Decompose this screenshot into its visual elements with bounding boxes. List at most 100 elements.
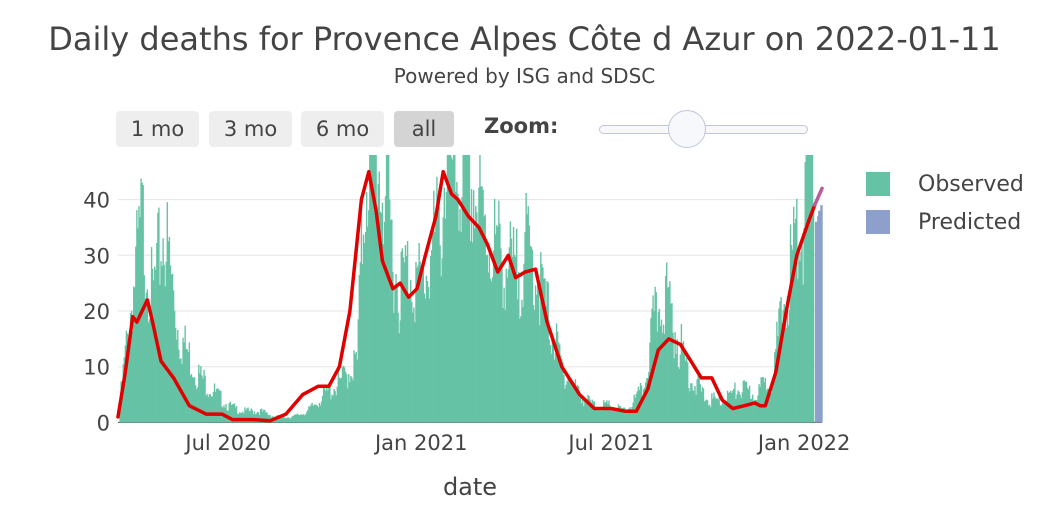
- bar-observed: [172, 290, 175, 423]
- bar-observed: [208, 394, 210, 423]
- bar-observed: [740, 398, 742, 423]
- bar-observed: [682, 341, 685, 423]
- bar-observed: [361, 264, 364, 423]
- range-button-all[interactable]: all: [394, 111, 454, 147]
- bar-observed: [565, 384, 567, 423]
- bar-observed: [266, 412, 268, 423]
- bar-observed: [127, 351, 130, 423]
- bar-observed: [685, 357, 688, 423]
- bar-observed: [339, 378, 342, 423]
- bar-observed: [376, 216, 378, 423]
- bar-observed: [540, 252, 542, 423]
- x-axis-title: date: [442, 473, 498, 501]
- legend-item-predicted[interactable]: Predicted: [866, 209, 1021, 235]
- bar-observed: [348, 374, 350, 423]
- bar-observed: [310, 404, 312, 423]
- bar-observed: [531, 249, 534, 423]
- bar-observed: [570, 384, 572, 423]
- bar-observed: [594, 407, 597, 423]
- bar-observed: [753, 400, 755, 423]
- y-tick-label: 20: [83, 300, 110, 324]
- bar-observed: [717, 399, 719, 423]
- bar-observed: [321, 395, 324, 423]
- bar-observed: [781, 322, 783, 423]
- legend-label-observed: Observed: [918, 171, 1024, 197]
- bar-observed: [346, 374, 348, 423]
- bar-observed: [733, 388, 735, 423]
- bar-observed: [603, 400, 605, 423]
- zoom-slider-thumb[interactable]: [668, 110, 706, 148]
- legend-item-observed[interactable]: Observed: [866, 171, 1024, 197]
- bar-observed: [441, 258, 443, 423]
- bar-observed: [513, 254, 516, 423]
- bar-observed: [424, 298, 427, 423]
- bar-observed: [556, 331, 559, 423]
- bar-observed: [261, 408, 263, 423]
- bar-observed: [308, 406, 310, 423]
- bar-observed: [317, 407, 320, 423]
- bar-observed: [656, 331, 658, 423]
- bar-observed: [586, 400, 588, 423]
- bar-observed: [553, 359, 556, 423]
- trend-line: [812, 186, 824, 207]
- bar-observed: [130, 310, 133, 423]
- bar-observed: [671, 303, 673, 423]
- bar-observed: [493, 198, 496, 423]
- bar-observed: [328, 386, 330, 423]
- bar-observed: [624, 407, 626, 423]
- bar-observed: [613, 408, 615, 423]
- range-button-1mo[interactable]: 1 mo: [116, 111, 199, 147]
- range-button-3mo[interactable]: 3 mo: [209, 111, 292, 147]
- bar-observed: [698, 378, 700, 423]
- bar-observed: [609, 405, 611, 423]
- bar-observed: [189, 375, 192, 423]
- bar-observed: [402, 257, 405, 423]
- bar-observed: [618, 406, 621, 423]
- bar-observed: [327, 390, 329, 423]
- bar-observed: [567, 378, 569, 423]
- bar-observed: [408, 298, 411, 423]
- bar-observed: [356, 359, 358, 423]
- bar-observed: [561, 358, 563, 423]
- bar-observed: [454, 155, 456, 423]
- bar-observed: [629, 407, 631, 423]
- bar-observed: [349, 381, 351, 423]
- bar-observed: [658, 308, 661, 423]
- bar-observed: [704, 400, 707, 423]
- bar-observed: [458, 230, 460, 423]
- bar-observed: [797, 278, 799, 423]
- bar-observed: [426, 281, 429, 423]
- bar-observed: [647, 378, 649, 423]
- bar-observed: [362, 234, 365, 423]
- bar-observed: [401, 248, 404, 423]
- bar-observed: [560, 355, 562, 423]
- bar-observed: [546, 281, 548, 423]
- bar-observed: [809, 155, 812, 423]
- bar-observed: [474, 228, 476, 423]
- bar-observed: [643, 387, 646, 423]
- bar-observed: [393, 312, 395, 423]
- bar-observed: [651, 308, 653, 423]
- bar-observed: [663, 333, 666, 423]
- bar-observed: [335, 395, 337, 423]
- range-button-6mo[interactable]: 6 mo: [301, 111, 384, 147]
- bar-observed: [199, 373, 201, 423]
- bar-observed: [290, 417, 292, 423]
- bar-observed: [532, 305, 535, 423]
- bar-observed: [399, 320, 401, 423]
- zoom-label: Zoom:: [484, 114, 559, 138]
- bar-observed: [443, 187, 445, 423]
- bar-observed: [168, 236, 171, 423]
- bar-observed: [505, 268, 507, 423]
- bar-observed: [385, 155, 388, 423]
- bar-observed: [614, 408, 617, 423]
- bar-observed: [425, 275, 428, 423]
- bar-observed: [383, 221, 386, 423]
- bar-observed: [427, 287, 430, 423]
- bar-observed: [288, 417, 290, 423]
- bar-observed: [210, 396, 213, 423]
- bar-observed: [311, 402, 313, 423]
- bar-observed: [190, 374, 193, 423]
- bar-observed: [125, 330, 128, 423]
